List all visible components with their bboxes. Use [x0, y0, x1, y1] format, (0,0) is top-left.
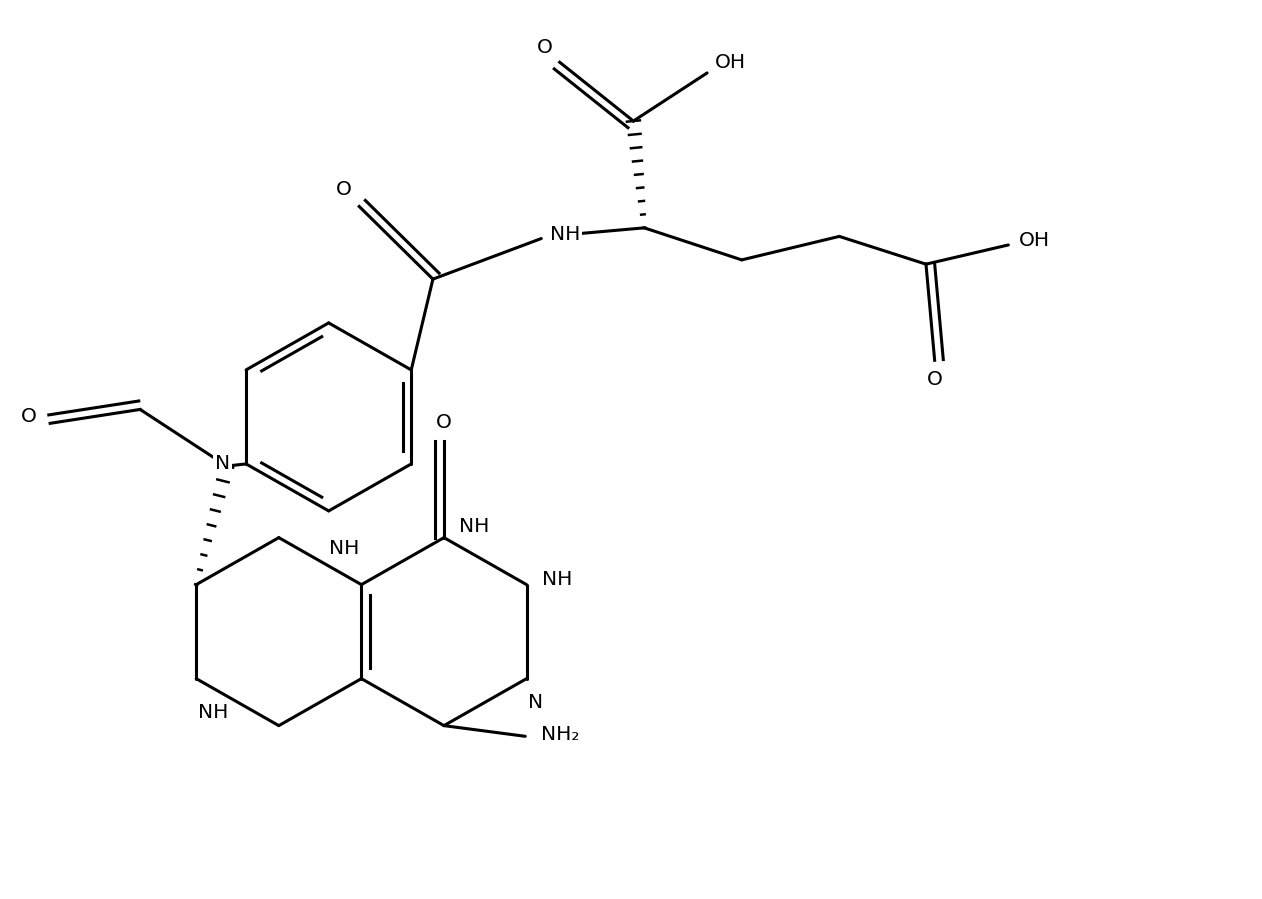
Text: N: N: [528, 692, 543, 712]
Text: NH: NH: [198, 703, 228, 722]
Text: O: O: [20, 407, 37, 426]
Text: OH: OH: [716, 53, 747, 72]
Text: N: N: [215, 454, 230, 474]
Text: NH₂: NH₂: [540, 725, 579, 743]
Text: OH: OH: [1018, 231, 1050, 250]
Text: NH: NH: [459, 518, 490, 537]
Text: NH: NH: [541, 570, 572, 589]
Text: NH: NH: [550, 225, 581, 244]
Text: O: O: [536, 38, 553, 57]
Text: O: O: [926, 370, 943, 389]
Text: O: O: [437, 413, 452, 432]
Text: NH: NH: [329, 539, 360, 557]
Text: O: O: [336, 180, 352, 199]
